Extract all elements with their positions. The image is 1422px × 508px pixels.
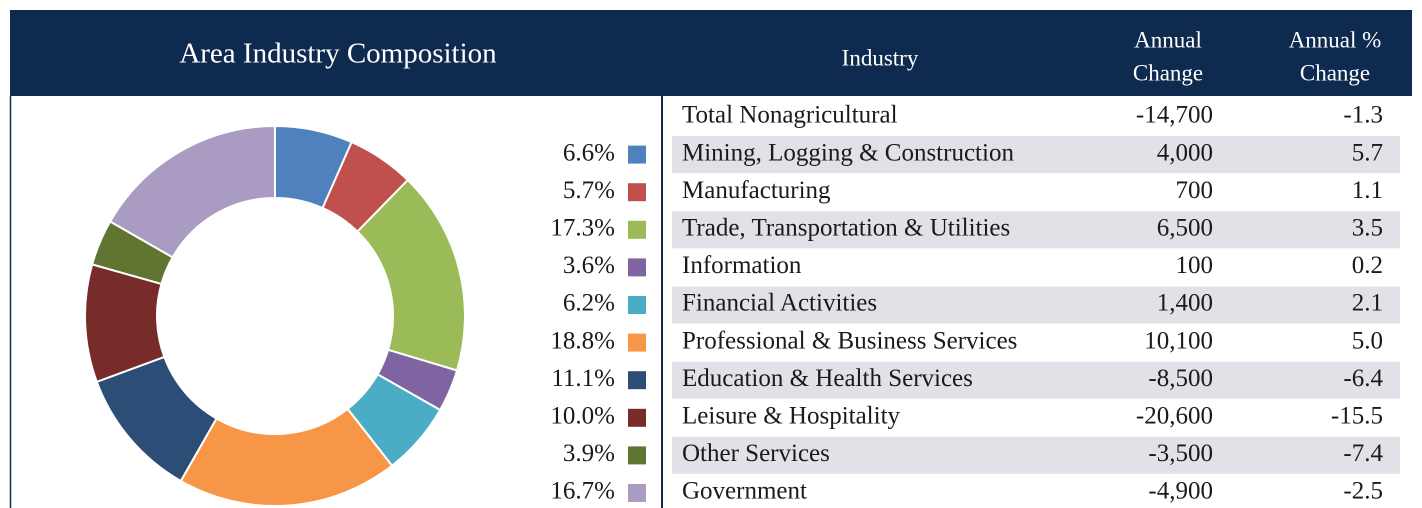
annual-pct-change: -15.5 [1331, 403, 1383, 430]
industry-name: Professional & Business Services [682, 327, 1017, 354]
annual-change: 6,500 [1157, 215, 1213, 242]
annual-change: 10,100 [1144, 327, 1213, 354]
annual-pct-change: 2.1 [1352, 290, 1383, 317]
column-header: Change [1300, 60, 1370, 85]
annual-pct-change: 5.0 [1352, 327, 1383, 354]
legend-value: 6.2% [563, 290, 615, 317]
column-header: Change [1133, 60, 1203, 85]
industry-name: Trade, Transportation & Utilities [682, 215, 1010, 242]
legend-swatch [628, 371, 646, 390]
industry-name: Education & Health Services [682, 365, 973, 392]
industry-name: Information [682, 252, 802, 279]
annual-pct-change: 5.7 [1352, 139, 1383, 166]
donut-slice [108, 124, 276, 259]
annual-change: -14,700 [1136, 102, 1213, 129]
legend-value: 17.3% [550, 215, 615, 242]
header-bar [10, 10, 1412, 96]
legend-value: 16.7% [550, 478, 615, 505]
legend-value: 3.6% [563, 252, 615, 279]
column-header: Annual [1134, 27, 1202, 52]
legend-swatch [628, 258, 646, 277]
legend-value: 6.6% [563, 139, 615, 166]
annual-change: 4,000 [1157, 139, 1213, 166]
annual-change: -4,900 [1148, 478, 1213, 505]
legend-value: 11.1% [551, 365, 615, 392]
annual-pct-change: 3.5 [1352, 215, 1383, 242]
annual-change: 100 [1176, 252, 1214, 279]
annual-change: -20,600 [1136, 403, 1213, 430]
annual-pct-change: -6.4 [1343, 365, 1383, 392]
row-shade [672, 361, 1400, 399]
annual-change: -8,500 [1148, 365, 1213, 392]
industry-name: Total Nonagricultural [682, 102, 898, 129]
annual-pct-change: -1.3 [1343, 102, 1383, 129]
row-shade [672, 436, 1400, 474]
legend-value: 18.8% [550, 327, 615, 354]
industry-name: Government [682, 478, 807, 505]
legend-swatch [628, 220, 646, 239]
legend-value: 10.0% [550, 403, 615, 430]
legend-value: 3.9% [563, 440, 615, 467]
industry-name: Leisure & Hospitality [682, 403, 901, 430]
row-shade [672, 286, 1400, 324]
industry-name: Manufacturing [682, 177, 831, 204]
industry-name: Mining, Logging & Construction [682, 139, 1014, 166]
industry-name: Other Services [682, 440, 830, 467]
annual-change: 700 [1176, 177, 1214, 204]
annual-pct-change: 1.1 [1352, 177, 1383, 204]
annual-change: 1,400 [1157, 290, 1213, 317]
row-shade [672, 211, 1400, 249]
column-header: Annual % [1289, 27, 1382, 52]
annual-pct-change: -2.5 [1343, 478, 1383, 505]
annual-pct-change: 0.2 [1352, 252, 1383, 279]
column-header: Industry [842, 45, 919, 70]
industry-name: Financial Activities [682, 290, 877, 317]
legend-swatch [628, 446, 646, 465]
legend-swatch [628, 145, 646, 164]
legend-value: 5.7% [563, 177, 615, 204]
row-shade [672, 136, 1400, 174]
legend-swatch [628, 408, 646, 427]
annual-change: -3,500 [1148, 440, 1213, 467]
legend-swatch [628, 484, 646, 502]
legend-swatch [628, 183, 646, 202]
chart-title: Area Industry Composition [179, 38, 497, 70]
legend-swatch [628, 333, 646, 352]
legend-swatch [628, 296, 646, 314]
annual-pct-change: -7.4 [1343, 440, 1383, 467]
